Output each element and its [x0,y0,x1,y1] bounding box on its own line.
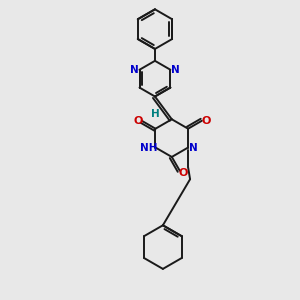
Text: H: H [151,109,160,119]
Text: N: N [130,65,139,75]
Text: N: N [171,65,180,75]
Text: NH: NH [140,142,157,152]
Text: O: O [201,116,211,126]
Text: O: O [133,116,142,126]
Text: N: N [189,142,197,152]
Text: O: O [179,168,188,178]
